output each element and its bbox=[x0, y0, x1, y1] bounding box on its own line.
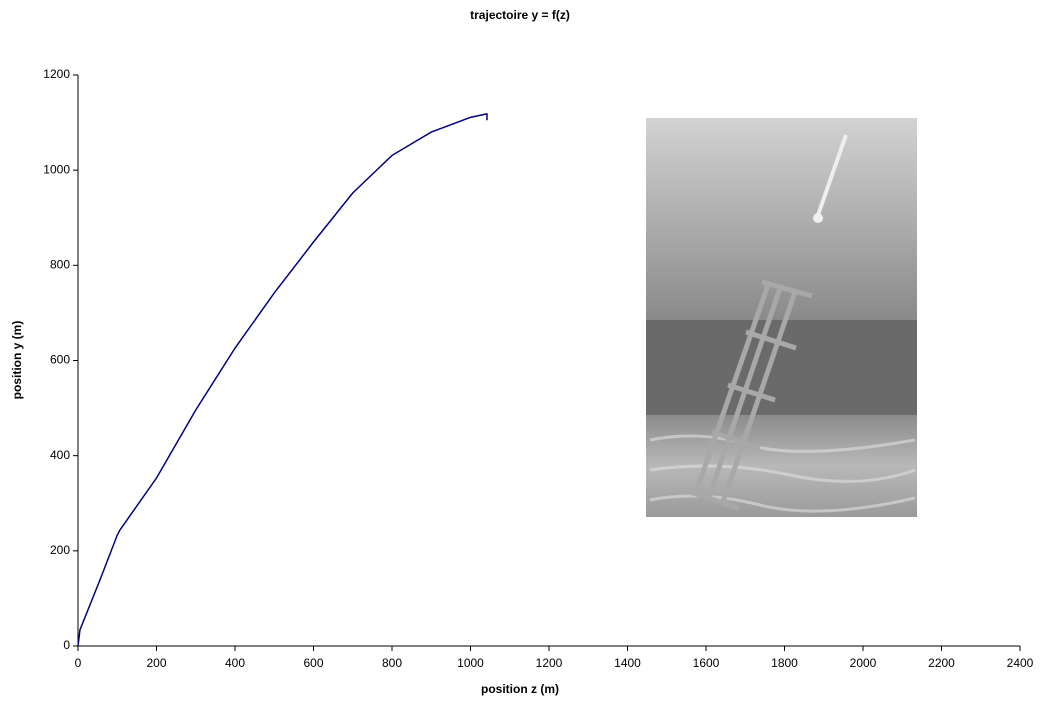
chart-title: trajectoire y = f(z) bbox=[470, 8, 570, 22]
x-tick-label: 200 bbox=[146, 656, 166, 670]
x-tick-label: 1200 bbox=[536, 656, 563, 670]
x-tick-label: 1800 bbox=[771, 656, 798, 670]
x-tick-label: 800 bbox=[382, 656, 402, 670]
y-tick-label: 800 bbox=[50, 258, 70, 272]
inset-image bbox=[646, 118, 917, 517]
x-tick-label: 2400 bbox=[1007, 656, 1034, 670]
x-tick-label: 2200 bbox=[928, 656, 955, 670]
y-tick-label: 1200 bbox=[43, 67, 70, 81]
y-tick-label: 600 bbox=[50, 353, 70, 367]
x-tick-label: 1000 bbox=[457, 656, 484, 670]
y-tick-label: 0 bbox=[63, 638, 70, 652]
trajectory-line bbox=[77, 113, 488, 647]
y-tick-label: 1000 bbox=[43, 162, 70, 176]
x-tick-label: 0 bbox=[75, 656, 82, 670]
y-tick-label: 200 bbox=[50, 543, 70, 557]
x-tick-label: 1600 bbox=[693, 656, 720, 670]
x-tick-label: 2000 bbox=[850, 656, 877, 670]
x-tick-label: 1400 bbox=[614, 656, 641, 670]
x-tick-label: 600 bbox=[303, 656, 323, 670]
x-axis-label: position z (m) bbox=[481, 682, 559, 696]
x-tick-label: 400 bbox=[225, 656, 245, 670]
y-axis-label: position y (m) bbox=[10, 321, 24, 400]
y-tick-label: 400 bbox=[50, 448, 70, 462]
